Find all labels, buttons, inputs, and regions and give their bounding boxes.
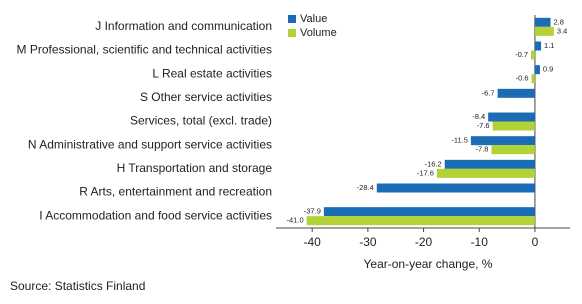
legend-swatch: [288, 29, 296, 37]
category-label: J Information and communication: [95, 19, 272, 33]
category-label: R Arts, entertainment and recreation: [79, 185, 272, 199]
x-tick-label: -40: [304, 235, 322, 249]
bar: [470, 136, 535, 146]
data-label: -7.8: [476, 145, 489, 154]
bar: [497, 88, 535, 98]
x-tick-label: -20: [415, 235, 433, 249]
bar: [492, 121, 535, 131]
data-label: 0.9: [543, 65, 553, 74]
source: Source: Statistics Finland: [10, 279, 145, 293]
legend-label: Volume: [300, 27, 337, 39]
category-label: M Professional, scientific and technical…: [17, 43, 272, 57]
legend-label: Value: [300, 13, 327, 25]
data-label: -17.6: [417, 168, 434, 177]
x-tick-label: -30: [359, 235, 377, 249]
data-label: -37.9: [304, 207, 321, 216]
data-label: -11.5: [451, 136, 468, 145]
data-label: -0.7: [515, 50, 528, 59]
x-tick-label: 0: [532, 235, 539, 249]
bar: [436, 168, 535, 178]
data-label: 2.8: [554, 17, 564, 26]
legend-swatch: [288, 15, 296, 23]
bar: [531, 74, 535, 84]
data-label: -28.4: [357, 183, 374, 192]
x-tick-label: -10: [471, 235, 489, 249]
bar: [323, 207, 535, 217]
category-label: H Transportation and storage: [117, 161, 273, 175]
category-label: Services, total (excl. trade): [130, 114, 272, 128]
bar: [376, 183, 535, 193]
data-label: -0.6: [516, 74, 529, 83]
category-label: S Other service activities: [140, 90, 272, 104]
bar: [306, 216, 535, 226]
data-label: -16.2: [425, 159, 442, 168]
bar: [491, 145, 535, 155]
category-label: N Administrative and support service act…: [28, 137, 272, 151]
bar: [534, 17, 551, 27]
bar: [534, 26, 554, 36]
bar: [534, 65, 540, 75]
data-label: 3.4: [557, 26, 567, 35]
data-label: -7.6: [477, 121, 490, 130]
bar: [534, 41, 542, 51]
x-axis-label: Year-on-year change, %: [364, 257, 493, 271]
bar: [531, 50, 535, 60]
bar: [444, 159, 535, 169]
category-label: L Real estate activities: [152, 66, 272, 80]
data-label: -8.4: [472, 112, 485, 121]
data-label: 1.1: [544, 41, 554, 50]
data-label: -41.0: [287, 216, 304, 225]
category-label: I Accommodation and food service activit…: [39, 208, 272, 222]
bar: [488, 112, 535, 122]
data-label: -6.7: [482, 88, 495, 97]
